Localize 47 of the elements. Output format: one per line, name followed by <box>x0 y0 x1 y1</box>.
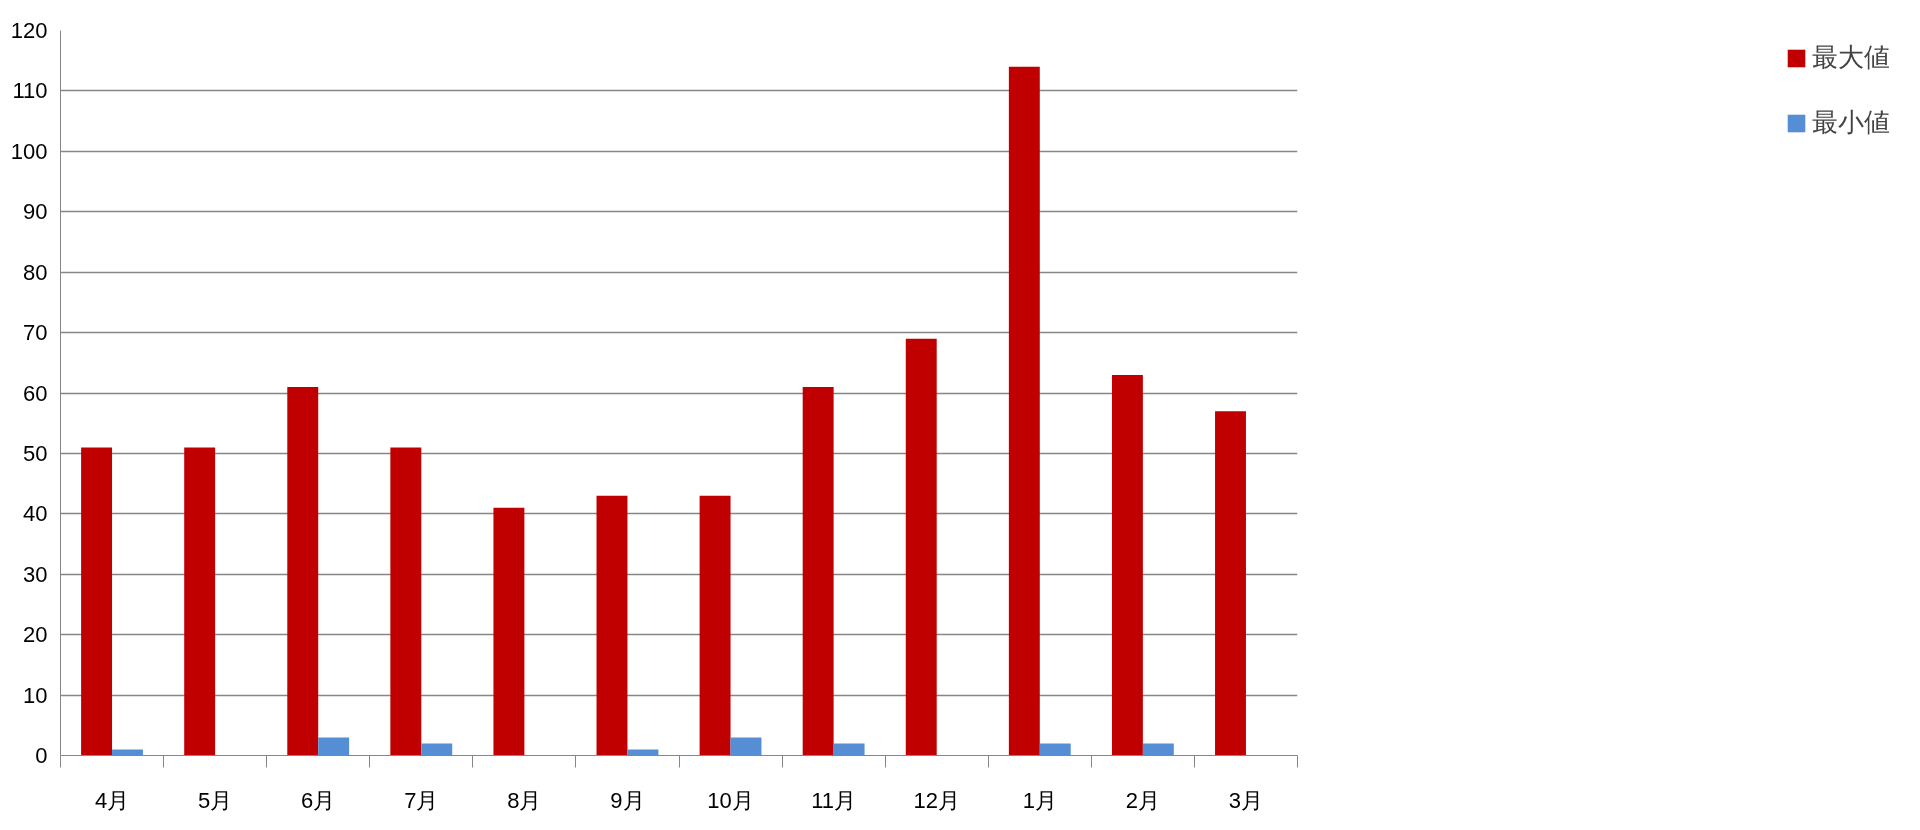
y-tick-label: 70 <box>23 320 48 346</box>
bar <box>1142 743 1174 756</box>
y-tick-label: 100 <box>10 138 48 164</box>
x-tick-label: 2月 <box>1125 787 1161 813</box>
x-tick-label: 7月 <box>404 787 439 813</box>
y-tick-label: 120 <box>10 18 48 43</box>
bar <box>493 507 525 756</box>
x-tick-label: 1月 <box>1022 787 1057 813</box>
bar <box>421 743 453 756</box>
bar <box>1215 411 1246 756</box>
y-tick-label: 30 <box>23 561 48 587</box>
bar <box>1039 743 1071 756</box>
bar <box>1111 374 1143 756</box>
y-tick-label: 50 <box>23 440 48 466</box>
bar <box>318 737 350 756</box>
legend-label: 最大値 <box>1812 41 1890 74</box>
x-tick-label: 5月 <box>198 787 233 813</box>
x-tick-label: 11月 <box>811 787 857 813</box>
y-tick-label: 40 <box>23 501 48 527</box>
legend-label: 最小値 <box>1812 106 1890 139</box>
bar <box>699 495 731 756</box>
bar <box>802 386 834 756</box>
bar <box>730 737 762 756</box>
bar <box>627 749 659 756</box>
y-tick-label: 110 <box>12 78 48 104</box>
y-tick-label: 60 <box>23 380 48 406</box>
x-tick-label: 3月 <box>1228 787 1264 813</box>
y-tick-label: 90 <box>23 199 48 225</box>
x-tick-label: 12月 <box>913 787 960 813</box>
y-tick-label: 20 <box>23 622 48 648</box>
bar <box>905 338 937 756</box>
x-tick-label: 10月 <box>707 787 754 813</box>
bar <box>184 447 216 756</box>
x-tick-label: 4月 <box>94 787 130 813</box>
bar <box>81 447 113 756</box>
bar <box>390 447 422 756</box>
bar <box>596 495 628 756</box>
y-tick-label: 0 <box>35 743 48 768</box>
x-tick-label: 6月 <box>301 787 336 813</box>
x-tick-label: 8月 <box>507 787 542 813</box>
bar <box>833 743 865 756</box>
x-tick-label: 9月 <box>610 787 645 813</box>
bar <box>112 749 143 756</box>
y-tick-label: 80 <box>23 259 48 285</box>
bar <box>287 386 319 756</box>
bar <box>1008 66 1040 756</box>
y-tick-label: 10 <box>23 682 48 708</box>
